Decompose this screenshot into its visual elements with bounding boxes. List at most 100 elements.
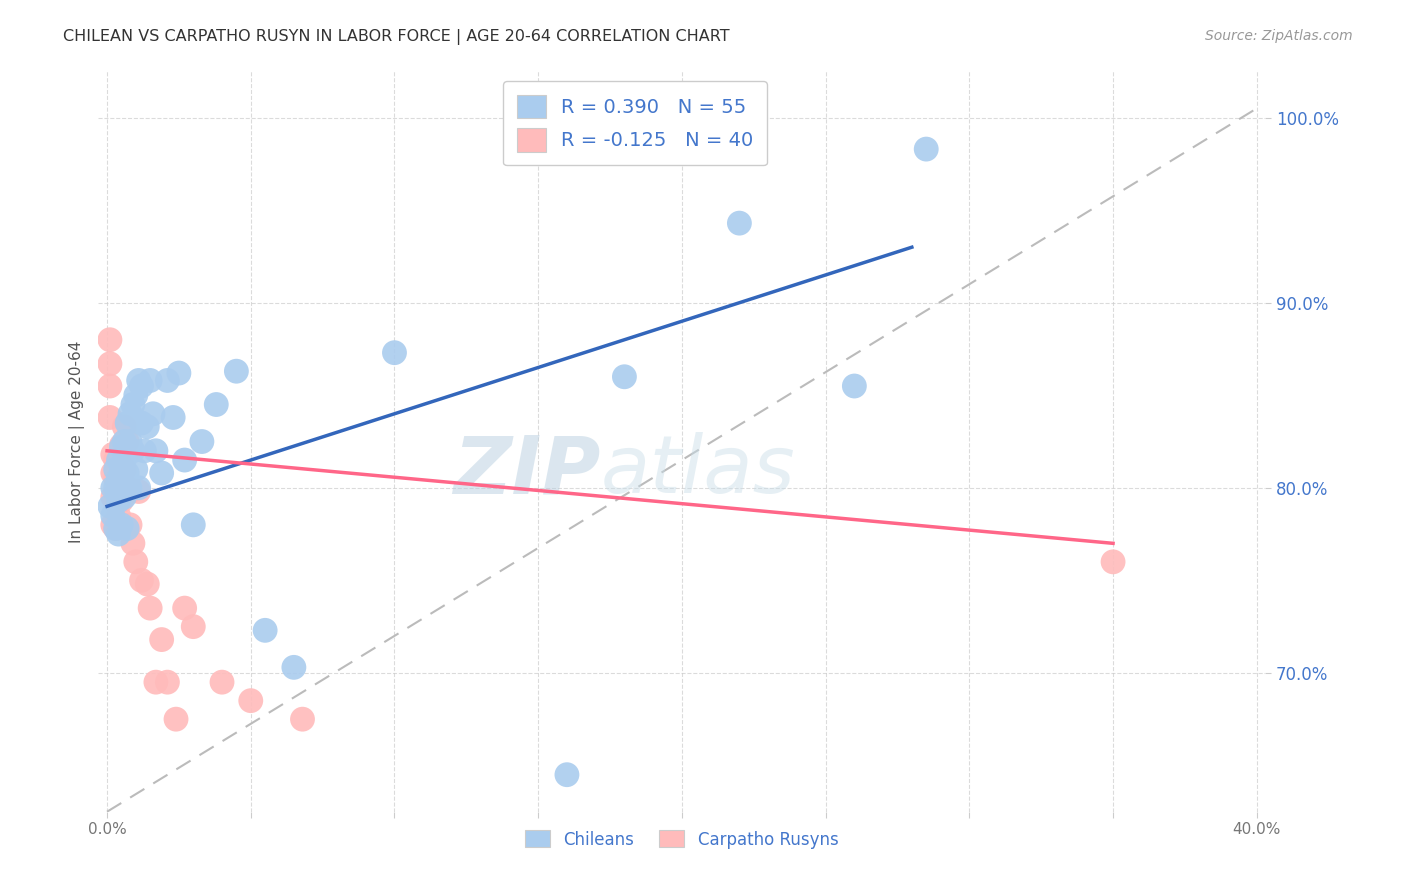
- Point: [107, 508, 129, 523]
- Point: [101, 481, 124, 495]
- Legend: Chileans, Carpatho Rusyns: Chileans, Carpatho Rusyns: [519, 823, 845, 855]
- Point: [211, 675, 233, 690]
- Point: [142, 407, 165, 421]
- Point: [101, 466, 124, 480]
- Point: [98, 379, 121, 393]
- Point: [115, 434, 138, 449]
- Point: [104, 471, 127, 485]
- Point: [112, 434, 135, 449]
- Point: [115, 416, 138, 430]
- Point: [112, 453, 135, 467]
- Point: [162, 410, 184, 425]
- Point: [225, 364, 247, 378]
- Point: [110, 462, 132, 476]
- Text: CHILEAN VS CARPATHO RUSYN IN LABOR FORCE | AGE 20-64 CORRELATION CHART: CHILEAN VS CARPATHO RUSYN IN LABOR FORCE…: [63, 29, 730, 45]
- Point: [128, 484, 150, 499]
- Point: [98, 333, 121, 347]
- Point: [125, 462, 148, 476]
- Point: [112, 462, 135, 476]
- Point: [139, 601, 162, 615]
- Point: [118, 481, 141, 495]
- Point: [239, 694, 262, 708]
- Point: [181, 517, 204, 532]
- Point: [145, 675, 167, 690]
- Point: [128, 481, 150, 495]
- Point: [167, 366, 190, 380]
- Point: [181, 620, 204, 634]
- Point: [145, 443, 167, 458]
- Point: [122, 536, 145, 550]
- Point: [104, 462, 127, 476]
- Y-axis label: In Labor Force | Age 20-64: In Labor Force | Age 20-64: [69, 341, 84, 542]
- Point: [131, 574, 153, 588]
- Point: [112, 419, 135, 434]
- Point: [150, 466, 173, 480]
- Point: [115, 443, 138, 458]
- Point: [125, 388, 148, 402]
- Point: [118, 434, 141, 449]
- Point: [118, 484, 141, 499]
- Point: [118, 517, 141, 532]
- Point: [150, 632, 173, 647]
- Text: atlas: atlas: [600, 432, 794, 510]
- Point: [107, 493, 129, 508]
- Point: [107, 453, 129, 467]
- Point: [118, 407, 141, 421]
- Point: [110, 440, 132, 454]
- Point: [254, 624, 277, 638]
- Point: [139, 374, 162, 388]
- Point: [136, 577, 159, 591]
- Point: [291, 712, 314, 726]
- Point: [98, 357, 121, 371]
- Point: [844, 379, 866, 393]
- Point: [104, 481, 127, 495]
- Point: [122, 443, 145, 458]
- Point: [101, 508, 124, 523]
- Point: [101, 448, 124, 462]
- Point: [555, 767, 578, 781]
- Point: [134, 443, 156, 458]
- Text: ZIP: ZIP: [453, 432, 600, 510]
- Text: Source: ZipAtlas.com: Source: ZipAtlas.com: [1205, 29, 1353, 43]
- Point: [98, 410, 121, 425]
- Point: [125, 555, 148, 569]
- Point: [915, 142, 938, 156]
- Point: [1102, 555, 1125, 569]
- Point: [101, 517, 124, 532]
- Point: [128, 374, 150, 388]
- Point: [110, 493, 132, 508]
- Point: [107, 471, 129, 485]
- Point: [110, 481, 132, 495]
- Point: [613, 369, 636, 384]
- Point: [156, 374, 179, 388]
- Point: [728, 216, 751, 230]
- Point: [173, 453, 195, 467]
- Point: [104, 522, 127, 536]
- Point: [110, 517, 132, 532]
- Point: [384, 345, 406, 359]
- Point: [205, 397, 228, 411]
- Point: [104, 522, 127, 536]
- Point: [115, 522, 138, 536]
- Point: [107, 453, 129, 467]
- Point: [110, 438, 132, 452]
- Point: [98, 500, 121, 514]
- Point: [115, 481, 138, 495]
- Point: [122, 397, 145, 411]
- Point: [136, 419, 159, 434]
- Point: [107, 481, 129, 495]
- Point: [156, 675, 179, 690]
- Point: [165, 712, 187, 726]
- Point: [283, 660, 305, 674]
- Point: [107, 527, 129, 541]
- Point: [104, 493, 127, 508]
- Point: [191, 434, 214, 449]
- Point: [110, 462, 132, 476]
- Point: [115, 466, 138, 480]
- Point: [173, 601, 195, 615]
- Point: [101, 490, 124, 504]
- Point: [131, 416, 153, 430]
- Point: [104, 453, 127, 467]
- Point: [112, 490, 135, 504]
- Point: [131, 379, 153, 393]
